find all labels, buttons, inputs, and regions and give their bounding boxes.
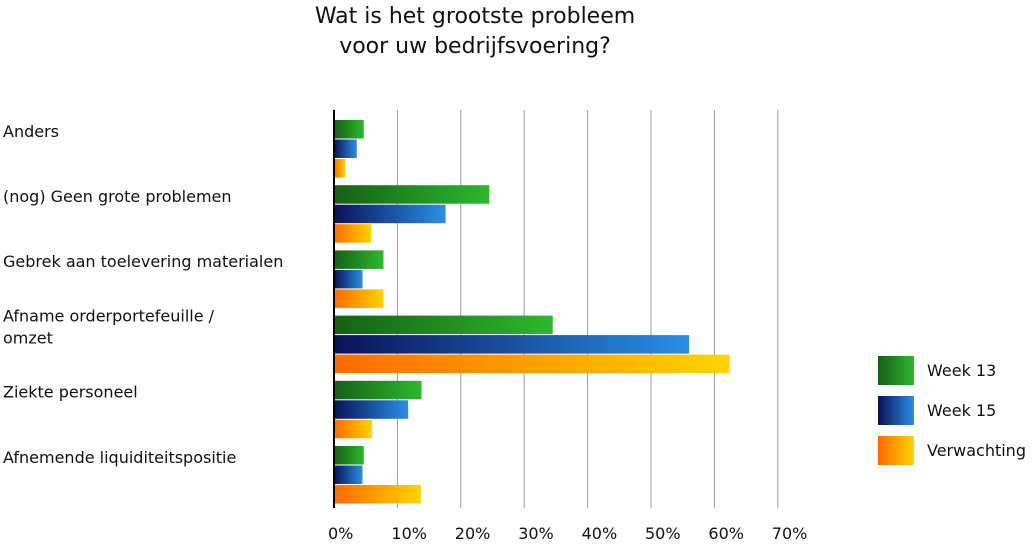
bar-2-2	[334, 289, 384, 308]
bar-4-0	[334, 380, 422, 400]
category-labels: Anders (nog) Geen grote problemen Gebrek a…	[3, 122, 283, 467]
category-label-1: (nog) Geen grote problemen	[3, 187, 232, 206]
grid-lines	[396, 110, 779, 508]
bar-0-2	[334, 159, 346, 178]
bar-4-1	[334, 400, 409, 419]
category-label-5: Afnemende liquiditeitspositie	[3, 448, 236, 467]
tick-label-70: 70%	[772, 524, 808, 543]
tick-label-50: 50%	[645, 524, 681, 543]
legend-label-2: Verwachting	[927, 441, 1026, 460]
bar-1-1	[334, 204, 446, 224]
chart-title-line-2: voor uw bedrijfsvoering?	[339, 34, 611, 59]
legend-swatch-2	[878, 436, 914, 465]
tick-label-0: 0%	[328, 524, 353, 543]
bars	[334, 120, 730, 504]
bar-3-0	[334, 315, 553, 335]
bar-0-0	[334, 120, 364, 139]
legend-swatch-0	[878, 356, 914, 385]
tick-label-30: 30%	[518, 524, 554, 543]
bar-4-2	[334, 419, 373, 439]
tick-label-40: 40%	[582, 524, 618, 543]
category-label-0: Anders	[3, 122, 59, 141]
bar-1-0	[334, 185, 490, 204]
legend-label-1: Week 15	[927, 401, 996, 420]
bar-3-2	[334, 354, 730, 374]
bar-3-1	[334, 335, 690, 354]
bar-5-2	[334, 485, 421, 504]
chart-title-line-1: Wat is het grootste probleem	[314, 4, 636, 29]
tick-label-20: 20%	[455, 524, 491, 543]
legend-label-0: Week 13	[927, 361, 996, 380]
tick-label-10: 10%	[391, 524, 427, 543]
bar-5-1	[334, 465, 363, 484]
legend: Week 13 Week 15 Verwachting	[878, 356, 1026, 465]
bar-0-1	[334, 139, 357, 158]
bar-2-1	[334, 269, 363, 289]
bar-5-0	[334, 446, 364, 465]
bar-1-2	[334, 224, 372, 243]
category-label-4: Ziekte personeel	[3, 383, 138, 402]
tick-labels: 0% 10% 20% 30% 40% 50% 60% 70%	[328, 524, 807, 543]
tick-label-60: 60%	[708, 524, 744, 543]
category-label-3-0: Afname orderportefeuille /	[3, 306, 215, 325]
legend-swatch-1	[878, 396, 914, 425]
chart-title: Wat is het grootste probleem voor uw bed…	[255, 2, 695, 62]
bar-2-0	[334, 250, 384, 269]
category-label-2: Gebrek aan toelevering materialen	[3, 252, 283, 271]
category-label-3-1: omzet	[3, 328, 53, 347]
